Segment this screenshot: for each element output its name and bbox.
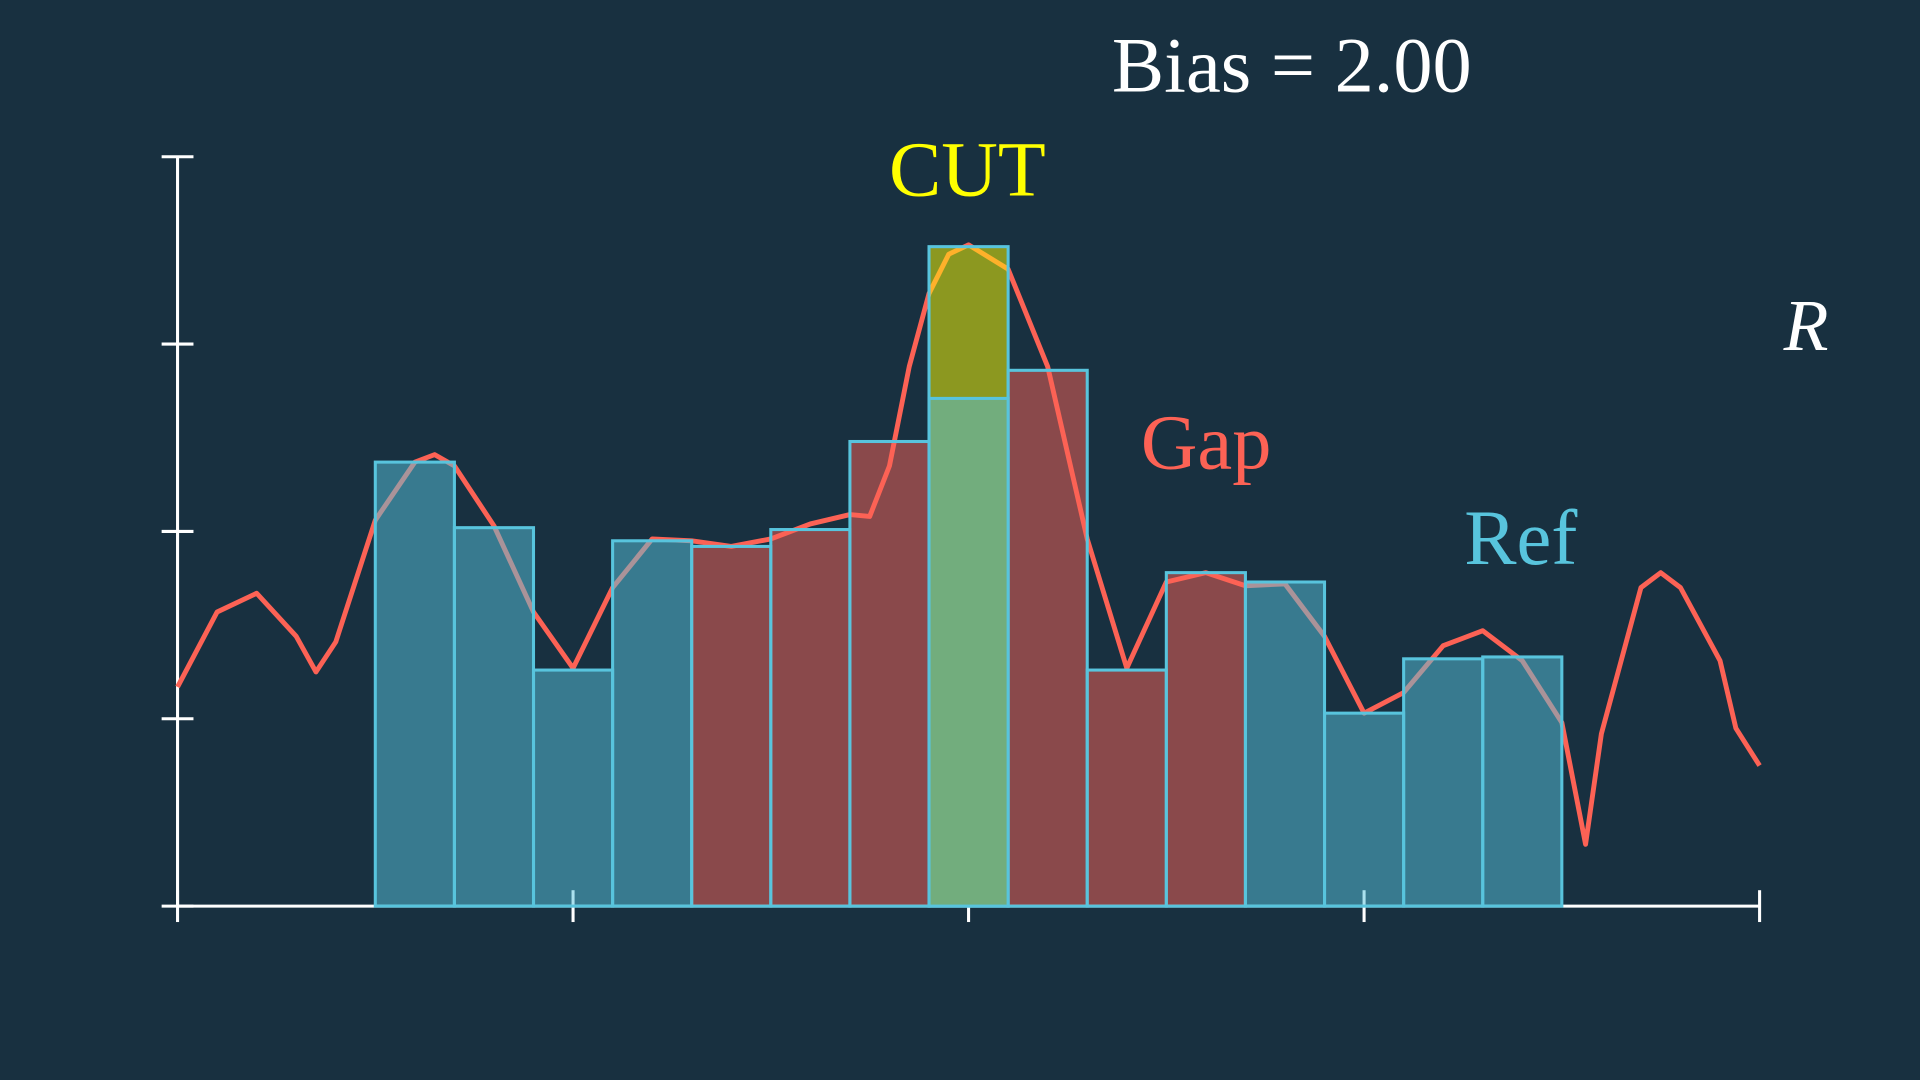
axis-label: R (1783, 285, 1829, 366)
bar (1085, 668, 1168, 908)
bar (1322, 711, 1406, 908)
bar (1481, 655, 1564, 908)
bar (1164, 571, 1247, 908)
annotation: Ref (1464, 494, 1578, 581)
chart-title: Bias = 2.00 (1112, 21, 1472, 108)
bar (1402, 657, 1485, 908)
bar (452, 526, 536, 908)
bar (373, 460, 456, 908)
bar (531, 668, 615, 908)
bar (611, 539, 694, 908)
annotation: CUT (889, 126, 1046, 213)
bar (1006, 368, 1089, 908)
bar (690, 544, 773, 908)
bar (769, 528, 852, 908)
bar (848, 439, 931, 908)
highlight-bar (927, 396, 1010, 908)
annotation: Gap (1141, 399, 1272, 486)
bar (1243, 580, 1327, 908)
